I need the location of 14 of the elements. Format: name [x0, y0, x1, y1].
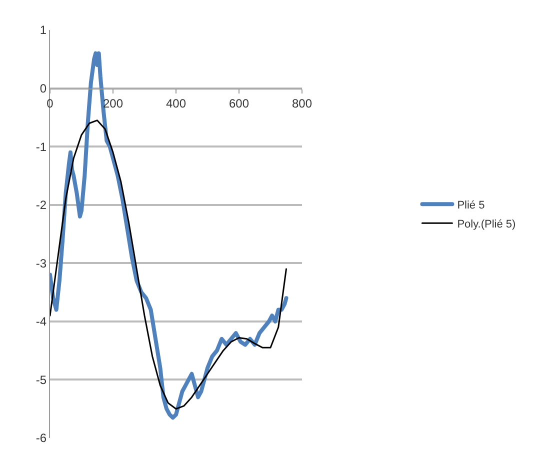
legend-label: Poly.(Plié 5) [457, 218, 516, 230]
x-tick-label: 600 [228, 96, 250, 111]
y-tick-label: -6 [36, 431, 47, 446]
x-tick-label: 400 [166, 96, 186, 111]
line-series [50, 120, 287, 410]
x-tick-label: 800 [292, 96, 312, 111]
y-tick-label: -1 [36, 140, 47, 154]
legend-label: Plié 5 [457, 199, 485, 212]
y-tick-label: -4 [36, 314, 47, 329]
y-tick-label: -5 [36, 372, 47, 387]
y-tick-label: 0 [40, 81, 47, 96]
y-tick-label: -2 [36, 198, 47, 212]
y-tick-label: 1 [40, 23, 47, 38]
y-tick-label: -3 [36, 256, 47, 270]
